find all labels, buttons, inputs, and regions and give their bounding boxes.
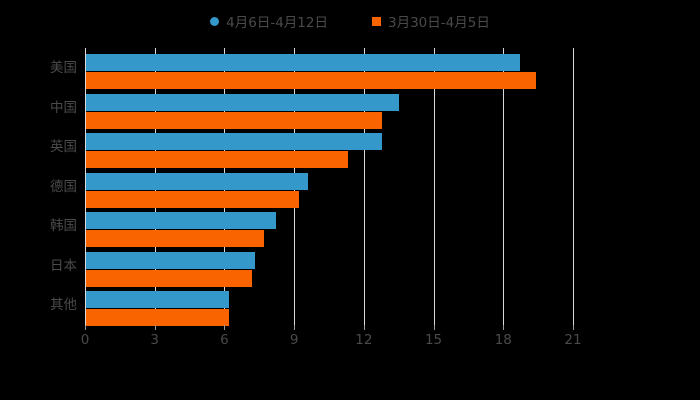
bar[interactable] bbox=[86, 212, 276, 230]
bar[interactable] bbox=[86, 291, 230, 309]
x-axis-tick-mark bbox=[224, 325, 226, 330]
y-axis-labels: 美国中国英国德国韩国日本其他 bbox=[0, 48, 77, 325]
plot-area bbox=[85, 48, 574, 327]
x-axis-tick-label: 15 bbox=[424, 332, 443, 348]
x-axis-tick-mark bbox=[154, 325, 156, 330]
x-axis-tick-label: 18 bbox=[494, 332, 512, 348]
bar[interactable] bbox=[86, 151, 348, 169]
bar[interactable] bbox=[86, 190, 299, 208]
legend-item-series-1[interactable]: 3月30日-4月5日 bbox=[372, 11, 490, 31]
bar[interactable] bbox=[86, 72, 536, 89]
x-axis-tick-mark bbox=[573, 325, 574, 330]
legend-swatch-circle-icon bbox=[210, 16, 220, 26]
bar[interactable] bbox=[86, 269, 253, 287]
y-axis-tick-label: 其他 bbox=[50, 297, 77, 314]
legend-item-series-0[interactable]: 4月6日-4月12日 bbox=[210, 11, 328, 31]
y-axis-tick-label: 韩国 bbox=[50, 218, 77, 235]
x-axis-tick-mark bbox=[85, 325, 86, 330]
gridline bbox=[503, 48, 505, 325]
bar[interactable] bbox=[86, 309, 230, 327]
bar[interactable] bbox=[86, 230, 264, 248]
bar[interactable] bbox=[86, 133, 383, 151]
x-axis-tick-label: 21 bbox=[564, 332, 582, 348]
x-axis-tick-label: 9 bbox=[289, 332, 299, 348]
x-axis-tick-mark bbox=[433, 325, 435, 330]
bar[interactable] bbox=[86, 111, 383, 129]
x-axis-tick-label: 12 bbox=[355, 332, 373, 348]
legend-label-series-1: 3月30日-4月5日 bbox=[388, 15, 490, 31]
gridline bbox=[433, 48, 435, 325]
gridline bbox=[363, 48, 365, 325]
bar[interactable] bbox=[86, 54, 520, 71]
bar[interactable] bbox=[86, 93, 399, 111]
x-axis-tick-mark bbox=[503, 325, 505, 330]
legend-swatch-square-icon bbox=[372, 16, 381, 26]
legend-label-series-0: 4月6日-4月12日 bbox=[226, 15, 328, 31]
x-axis-tick-label: 0 bbox=[80, 332, 90, 348]
bar[interactable] bbox=[86, 172, 309, 190]
x-axis-tick-label: 6 bbox=[220, 332, 229, 348]
y-axis-tick-label: 中国 bbox=[50, 99, 77, 116]
x-axis: 0 3 6 9 12 15 18 21 bbox=[81, 325, 582, 355]
y-axis-tick-label: 德国 bbox=[50, 178, 77, 195]
bar[interactable] bbox=[86, 251, 255, 269]
x-axis-tick-label: 3 bbox=[150, 332, 159, 348]
x-axis-tick-mark bbox=[294, 325, 296, 330]
x-axis-tick-mark bbox=[363, 325, 365, 330]
y-axis-tick-label: 美国 bbox=[50, 60, 77, 76]
gridline bbox=[573, 48, 574, 325]
chart-legend: 4月6日-4月12日 3月30日-4月5日 bbox=[0, 8, 700, 34]
y-axis-tick-label: 日本 bbox=[50, 257, 77, 274]
y-axis-tick-label: 英国 bbox=[50, 139, 77, 156]
y-axis-line bbox=[85, 48, 86, 325]
